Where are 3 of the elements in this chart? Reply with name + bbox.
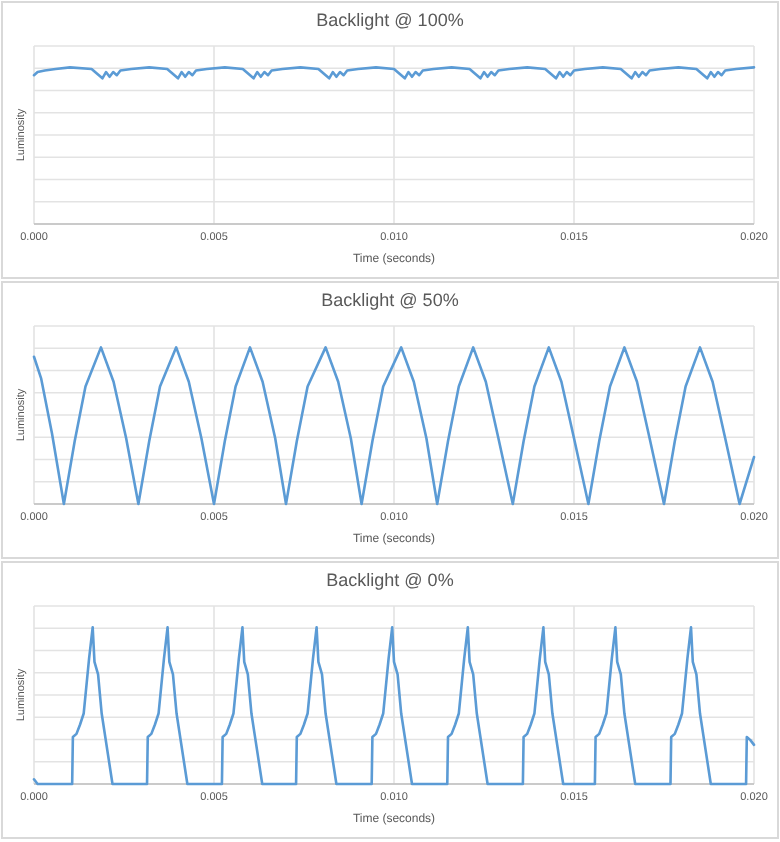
- chart-title: Backlight @ 100%: [316, 10, 464, 30]
- chart-title: Backlight @ 0%: [326, 570, 454, 590]
- chart-title: Backlight @ 50%: [321, 290, 459, 310]
